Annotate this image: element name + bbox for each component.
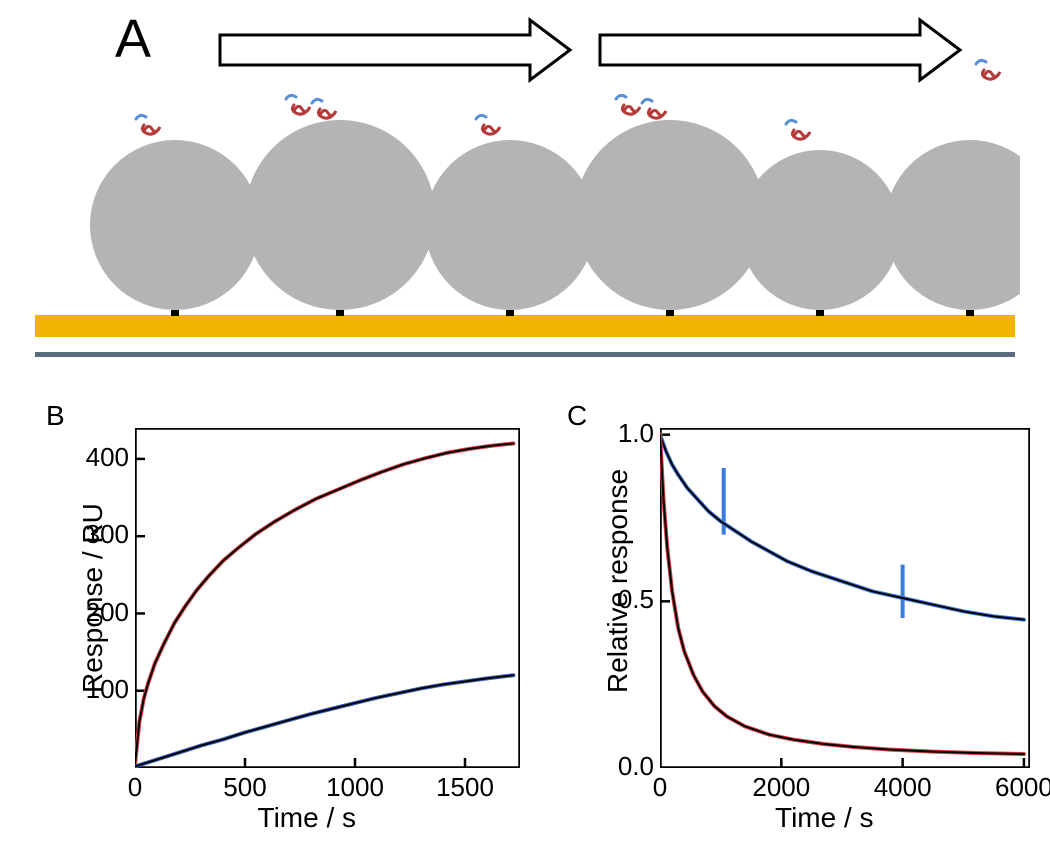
- protein-icon: [476, 115, 500, 134]
- vesicle: [575, 120, 765, 310]
- protein-icon: [312, 99, 336, 118]
- vesicle: [245, 120, 435, 310]
- panel-b-plot: [135, 428, 520, 768]
- ytick-label: 1.0: [618, 418, 654, 449]
- xtick-label: 0: [95, 772, 175, 803]
- ytick-label: 200: [86, 597, 129, 628]
- panel-c-plot: [660, 428, 1030, 768]
- ytick-label: 300: [86, 519, 129, 550]
- panel-c-label: C: [567, 400, 587, 432]
- red-curve-fit: [135, 443, 513, 764]
- panel-a-schematic: [30, 10, 1020, 380]
- panel-c-ylabel: Relative response: [602, 469, 634, 693]
- ytick-label: 0.0: [618, 751, 654, 782]
- ytick-label: 400: [86, 442, 129, 473]
- red-curve-fit: [660, 435, 1024, 754]
- glass-layer: [35, 352, 1015, 357]
- ytick-label: 100: [86, 674, 129, 705]
- panel-b-label: B: [46, 400, 65, 432]
- xtick-label: 500: [205, 772, 285, 803]
- panel-c-xlabel: Time / s: [775, 802, 874, 834]
- vesicle: [740, 150, 900, 310]
- protein-icon: [642, 99, 666, 118]
- blue-curve-fit: [135, 675, 513, 766]
- xtick-label: 1000: [315, 772, 395, 803]
- protein-icon: [136, 115, 160, 134]
- xtick-label: 1500: [425, 772, 505, 803]
- vesicle: [885, 140, 1020, 310]
- ytick-label: 0.5: [618, 584, 654, 615]
- blue-curve-data: [135, 675, 513, 766]
- xtick-label: 4000: [863, 772, 943, 803]
- protein-icon: [786, 120, 810, 139]
- plot-frame: [661, 429, 1030, 768]
- xtick-label: 6000: [984, 772, 1050, 803]
- protein-icon: [286, 95, 310, 114]
- gold-layer: [35, 315, 1015, 337]
- vesicle: [425, 140, 595, 310]
- blue-curve-data: [660, 435, 1024, 620]
- xtick-label: 2000: [741, 772, 821, 803]
- vesicle: [90, 140, 260, 310]
- panel-b-xlabel: Time / s: [258, 802, 357, 834]
- blue-curve-fit: [660, 435, 1024, 620]
- protein-icon: [976, 60, 1000, 79]
- figure-root: A B Response / RU Time / s C Relative re…: [0, 0, 1050, 842]
- flow-arrow: [600, 20, 960, 80]
- protein-icon: [616, 95, 640, 114]
- red-curve-data: [135, 443, 513, 764]
- flow-arrow: [220, 20, 570, 80]
